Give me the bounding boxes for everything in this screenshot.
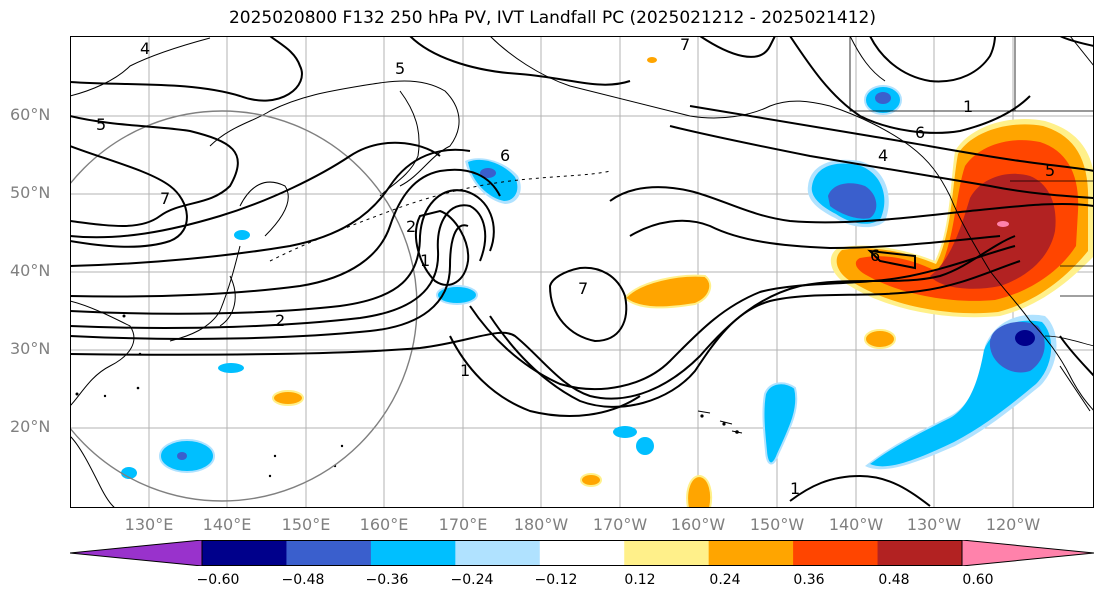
negative-anomaly-west-core	[480, 168, 496, 178]
lat-label-60n: 60°N	[10, 105, 51, 124]
positive-anomaly-small-4	[686, 474, 713, 508]
colorbar-tick: −0.48	[281, 572, 325, 588]
lon-label: 130°W	[906, 515, 962, 534]
contour-label: 4	[878, 146, 888, 165]
colorbar-segment	[708, 540, 794, 566]
map-frame	[70, 36, 1094, 508]
contour-label: 6	[500, 146, 510, 165]
negative-anomaly-california-core	[1015, 330, 1035, 346]
colorbar	[70, 540, 1094, 566]
contour-label: 7	[160, 189, 170, 208]
colorbar-tick: 0.48	[878, 572, 910, 588]
colorbar-segment	[877, 540, 963, 566]
colorbar-segment	[370, 540, 456, 566]
colorbar-tick: −0.12	[534, 572, 578, 588]
contour-label: 7	[680, 36, 690, 54]
colorbar-tick: 0.24	[709, 572, 741, 588]
negative-anomaly-wpac-tiny	[121, 467, 137, 479]
colorbar-tick: 0.60	[962, 572, 994, 588]
lon-label: 140°E	[202, 515, 252, 534]
positive-anomaly-central-edge	[623, 274, 712, 309]
positive-anomaly-core	[997, 221, 1009, 227]
negative-anomaly-hawaii-2	[636, 437, 654, 455]
colorbar-extend-low	[70, 540, 202, 566]
colorbar-extend-high	[962, 540, 1094, 566]
positive-anomaly-small-1	[864, 329, 896, 349]
colorbar-tick: 0.12	[624, 572, 656, 588]
lat-label-30n: 30°N	[10, 339, 51, 358]
lon-label: 120°W	[985, 515, 1041, 534]
colorbar-tick: −0.36	[365, 572, 409, 588]
negative-anomaly-hawaii-east	[762, 382, 798, 465]
contour-label: 1	[790, 479, 800, 498]
contour-label: 5	[1045, 161, 1055, 180]
contour-label: 1	[420, 251, 430, 270]
contour-label: 7	[578, 279, 588, 298]
negative-anomaly-wpac-core	[177, 452, 187, 460]
positive-anomaly-small-5	[647, 57, 657, 63]
colorbar-segment	[202, 540, 287, 566]
lat-label-40n: 40°N	[10, 261, 51, 280]
lat-label-50n: 50°N	[10, 183, 51, 202]
contour-label: 1	[460, 361, 470, 380]
colorbar-segment	[539, 540, 625, 566]
lon-label: 130°E	[124, 515, 174, 534]
contour-label: 2	[406, 217, 416, 236]
map-panel: 4 5 5 7 6 2 1 7 1 2 6 4 5 1 6 1 7	[70, 36, 1094, 508]
colorbar-segment	[793, 540, 879, 566]
islands	[75, 314, 739, 478]
positive-anomaly-landfall-048	[930, 173, 1056, 289]
lon-label: 170°E	[438, 515, 488, 534]
lon-label: 160°E	[359, 515, 409, 534]
positive-anomaly-small-3	[580, 473, 602, 487]
colorbar-tick: −0.24	[450, 572, 494, 588]
colorbar-segment	[286, 540, 372, 566]
lon-label: 140°W	[828, 515, 884, 534]
contour-label: 5	[96, 115, 106, 134]
negative-anomaly-alaska-core	[875, 92, 891, 104]
colorbar-tick: −0.60	[196, 572, 240, 588]
colorbar-segments	[70, 540, 1094, 566]
lon-label: 160°W	[670, 515, 726, 534]
contour-label: 6	[870, 246, 880, 265]
lon-label: 150°W	[749, 515, 805, 534]
negative-anomaly-hawaii-1	[613, 426, 637, 438]
positive-anomaly-central	[625, 275, 711, 308]
borders	[849, 36, 1094, 347]
map-title: 2025020800 F132 250 hPa PV, IVT Landfall…	[228, 8, 876, 28]
negative-anomaly-gulf-036	[828, 183, 877, 219]
contour-label: 5	[395, 59, 405, 78]
colorbar-segment	[624, 540, 710, 566]
ivt-shading	[121, 57, 1094, 508]
lon-label: 150°E	[281, 515, 331, 534]
lon-label: 180°W	[513, 515, 569, 534]
negative-anomaly-west-024	[468, 159, 518, 201]
contour-label: 6	[915, 123, 925, 142]
contour-labels: 4 5 5 7 6 2 1 7 1 2 6 4 5 1 6 1 7	[96, 36, 1055, 498]
lon-label: 170°W	[592, 515, 648, 534]
contour-label: 1	[963, 97, 973, 116]
pv-contours	[70, 36, 1094, 507]
negative-anomaly-dateline	[436, 285, 478, 305]
negative-anomaly-japan	[234, 230, 250, 240]
colorbar-segment	[455, 540, 541, 566]
negative-anomaly-wpac-small	[218, 363, 244, 373]
reference-circle	[70, 110, 418, 502]
lat-label-20n: 20°N	[10, 417, 51, 436]
colorbar-tick: 0.36	[793, 572, 825, 588]
contour-label: 2	[275, 311, 285, 330]
contour-label: 4	[140, 39, 150, 58]
positive-anomaly-small-2	[272, 390, 304, 406]
